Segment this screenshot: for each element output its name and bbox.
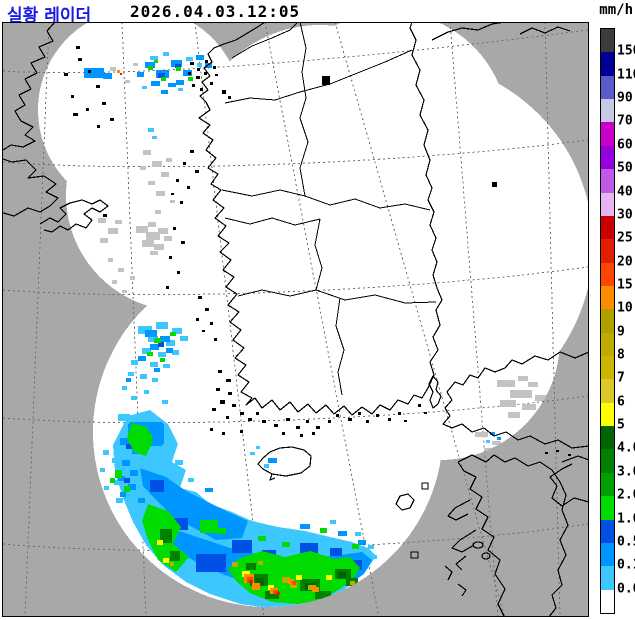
legend-color-block: [601, 193, 614, 216]
legend-color-block: [601, 263, 614, 286]
legend-tick-label: 8: [617, 349, 635, 362]
legend-color-block: [601, 99, 614, 122]
legend-tick-label: 40: [617, 185, 635, 198]
legend-color-block: [601, 122, 614, 145]
legend-color-block: [601, 309, 614, 332]
legend-color-block: [601, 566, 614, 589]
legend-tick-label: 0.0: [617, 582, 635, 595]
legend-tick-label: 25: [617, 232, 635, 245]
legend-color-block: [601, 496, 614, 519]
legend-tick-label: 60: [617, 138, 635, 151]
legend-tick-label: 10: [617, 302, 635, 315]
legend-tick-label: 1.0: [617, 512, 635, 525]
legend-tick-label: 3.0: [617, 465, 635, 478]
legend-color-block: [601, 146, 614, 169]
legend-color-block: [601, 356, 614, 379]
legend-tick-label: 2.0: [617, 489, 635, 502]
legend-color-block: [601, 543, 614, 566]
radar-map: [0, 0, 635, 620]
legend-color-block: [601, 426, 614, 449]
legend-tick-label: 20: [617, 255, 635, 268]
legend-tick-label: 4.0: [617, 442, 635, 455]
legend-tick-label: 7: [617, 372, 635, 385]
legend-color-block: [601, 169, 614, 192]
radar-app-window: 실황 레이더 2026.04.03.12:05 mm/h: [0, 0, 635, 620]
legend-tick-label: 5: [617, 419, 635, 432]
legend-tick-label: 70: [617, 115, 635, 128]
legend-color-block: [601, 52, 614, 75]
legend-color-block: [601, 29, 614, 52]
legend-tick-label: 30: [617, 208, 635, 221]
legend-tick-label: 50: [617, 162, 635, 175]
legend-color-block: [601, 239, 614, 262]
legend-tick-label: 110: [617, 68, 635, 81]
legend-color-block: [601, 216, 614, 239]
legend-color-block: [601, 286, 614, 309]
legend-color-block: [601, 403, 614, 426]
legend-tick-label: 90: [617, 92, 635, 105]
legend-color-block: [601, 449, 614, 472]
legend-color-block: [601, 520, 614, 543]
legend-tick-label: 9: [617, 325, 635, 338]
legend-color-block: [601, 76, 614, 99]
legend-tick-label: 150: [617, 45, 635, 58]
legend-tick-label: 0.1: [617, 559, 635, 572]
legend-tick-label: 0.5: [617, 535, 635, 548]
legend-color-block: [601, 590, 614, 613]
legend-color-block: [601, 379, 614, 402]
legend-color-block: [601, 333, 614, 356]
legend-tick-label: 15: [617, 278, 635, 291]
precip-color-scale: [600, 28, 615, 614]
legend-tick-label: 6: [617, 395, 635, 408]
legend-color-block: [601, 473, 614, 496]
